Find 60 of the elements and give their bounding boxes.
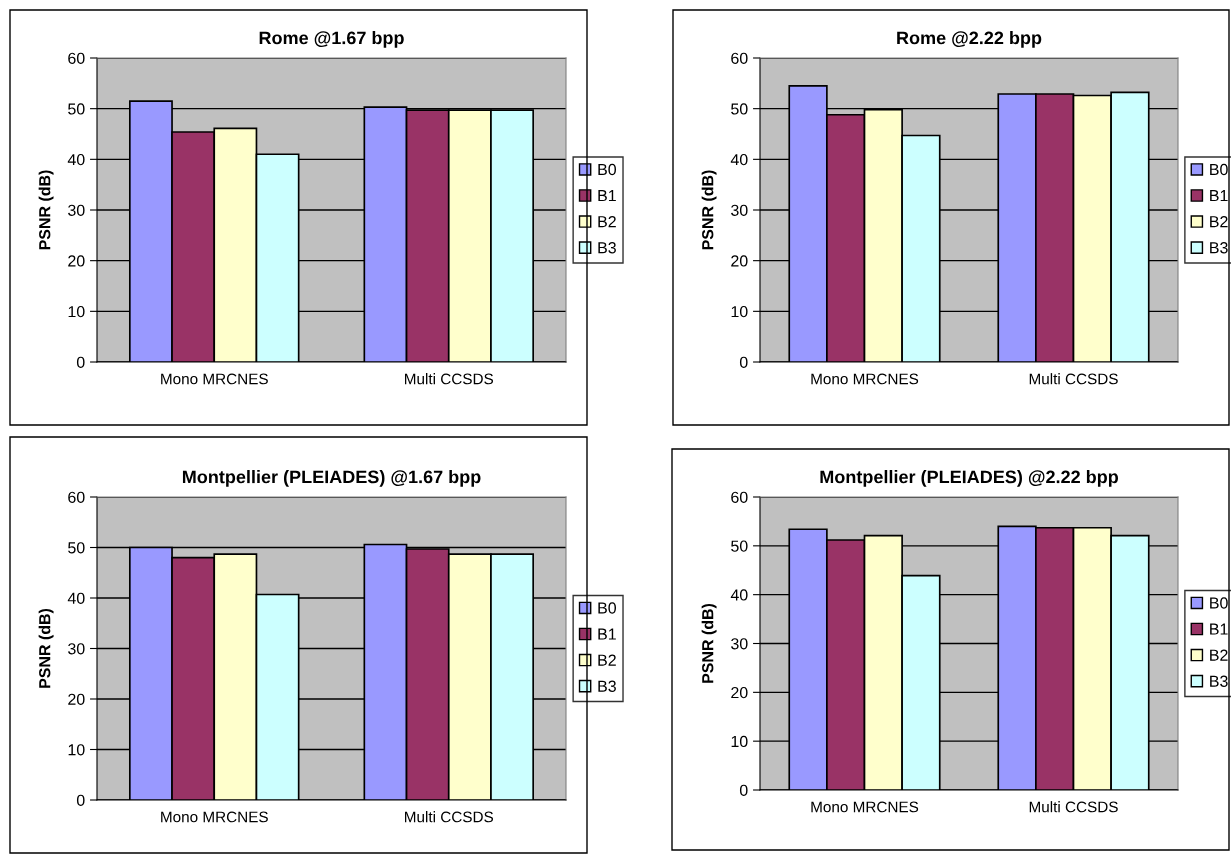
y-tick-label: 40	[67, 592, 85, 604]
legend-label: B3	[598, 680, 616, 692]
x-tick-label: Multi CCSDS	[1029, 373, 1118, 385]
x-tick-label: Multi CCSDS	[1029, 801, 1118, 813]
y-tick-label: 20	[68, 693, 85, 705]
y-tick-label: 40	[730, 589, 748, 601]
y-axis-title: PSNR (dB)	[38, 608, 54, 688]
legend-label: B1	[598, 628, 616, 640]
y-tick-label: 30	[731, 638, 748, 650]
legend-label: B1	[1210, 623, 1228, 635]
y-axis-title: PSNR (dB)	[701, 603, 717, 683]
y-tick-label: 10	[731, 305, 748, 318]
x-tick-label: Mono MRCNES	[161, 811, 268, 823]
legend-label: B3	[598, 242, 616, 254]
y-tick-label: 40	[730, 153, 748, 166]
y-tick-label: 30	[68, 643, 85, 655]
y-tick-label: 40	[67, 153, 85, 166]
x-tick-label: Mono MRCNES	[811, 373, 919, 385]
y-axis-title: PSNR (dB)	[701, 170, 717, 250]
y-tick-label: 30	[731, 204, 748, 216]
chart-title: Montpellier (PLEIADES) @1.67 bpp	[182, 470, 481, 487]
legend-label: B0	[598, 163, 617, 176]
y-tick-label: 0	[739, 784, 748, 796]
x-tick-label: Multi CCSDS	[405, 811, 494, 823]
y-tick-label: 0	[739, 356, 748, 368]
legend-label: B2	[1210, 216, 1228, 228]
x-tick-label: Multi CCSDS	[405, 373, 494, 385]
y-tick-label: 20	[68, 255, 85, 267]
y-tick-label: 0	[76, 356, 85, 368]
y-tick-label: 60	[68, 491, 85, 503]
y-tick-label: 50	[68, 542, 85, 554]
legend-label: B1	[1210, 190, 1228, 202]
legend-label: B1	[598, 190, 616, 202]
legend-label: B2	[1210, 649, 1228, 661]
legend-label: B0	[1210, 597, 1228, 609]
chart-title: Rome @1.67 bpp	[259, 31, 404, 48]
y-tick-label: 0	[76, 794, 85, 806]
x-tick-label: Mono MRCNES	[811, 801, 919, 813]
legend-label: B0	[598, 602, 617, 614]
chart-title: Rome @2.22 bpp	[897, 31, 1042, 48]
legend-label: B2	[598, 654, 616, 666]
y-tick-label: 50	[731, 103, 748, 115]
x-tick-label: Mono MRCNES	[161, 373, 268, 385]
y-tick-label: 20	[731, 255, 748, 267]
y-tick-label: 10	[68, 744, 85, 756]
legend-label: B3	[1210, 242, 1228, 254]
y-axis-title: PSNR (dB)	[38, 170, 54, 250]
y-tick-label: 20	[731, 686, 748, 699]
y-tick-label: 60	[68, 52, 85, 64]
legend-label: B2	[598, 216, 616, 228]
y-tick-label: 60	[731, 52, 748, 64]
legend-label: B0	[1210, 163, 1228, 176]
y-tick-label: 60	[731, 491, 748, 503]
y-tick-label: 50	[68, 103, 85, 115]
y-tick-label: 10	[731, 735, 748, 748]
y-tick-label: 50	[731, 540, 748, 552]
y-tick-label: 30	[68, 204, 85, 216]
y-tick-label: 10	[68, 305, 85, 318]
chart-title: Montpellier (PLEIADES) @2.22 bpp	[820, 470, 1119, 487]
legend-label: B3	[1210, 675, 1228, 687]
